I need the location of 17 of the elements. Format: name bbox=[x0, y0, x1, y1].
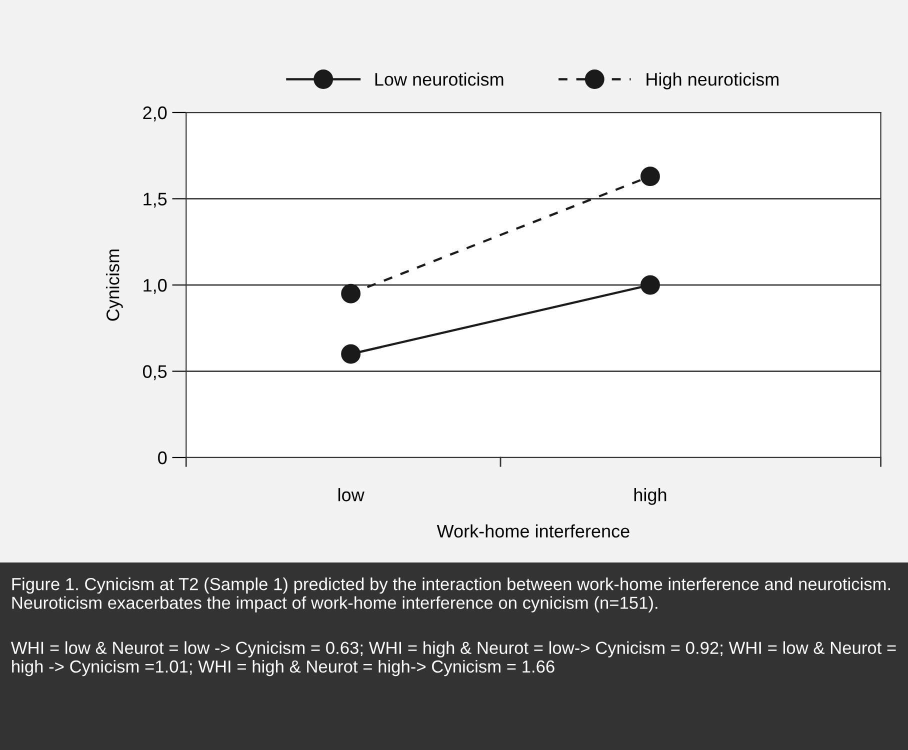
y-tick-label: 1,0 bbox=[144, 278, 167, 294]
legend-label: High neuroticism bbox=[646, 72, 778, 90]
y-tick-label: 1,5 bbox=[144, 192, 167, 208]
point bbox=[341, 344, 361, 364]
y-tick-label: 0 bbox=[158, 451, 167, 464]
y-tick-label: 2,0 bbox=[143, 106, 167, 122]
point bbox=[640, 275, 660, 295]
legend-label: Low neuroticism bbox=[375, 72, 504, 86]
x-tick-label: low bbox=[338, 488, 364, 502]
point bbox=[640, 166, 660, 186]
text: WHI = low & Neurot = low -> Cynicism = 0.63; WHI = high & Neurot = low-> Cynicism = 0.92; WHI = low & Neurot = high -> Cynicism =1.01; WHI = high & Neurot = high-> Cynicism = 1.66 bbox=[10, 641, 896, 676]
point bbox=[341, 284, 361, 304]
caption: Figure 1. Cynicism at T2 (Sample 1) predicted by the interaction between work-home interference and neuroticism. Neuroticism exacerbates the impact of work-home interference on cynicism (n=151). bbox=[12, 578, 890, 612]
x-axis-title: Work-home interference bbox=[436, 524, 630, 538]
y-tick-label: 0,5 bbox=[143, 365, 167, 380]
y-axis-title: Cynicism bbox=[106, 250, 123, 321]
x-tick-label: high bbox=[634, 488, 666, 505]
